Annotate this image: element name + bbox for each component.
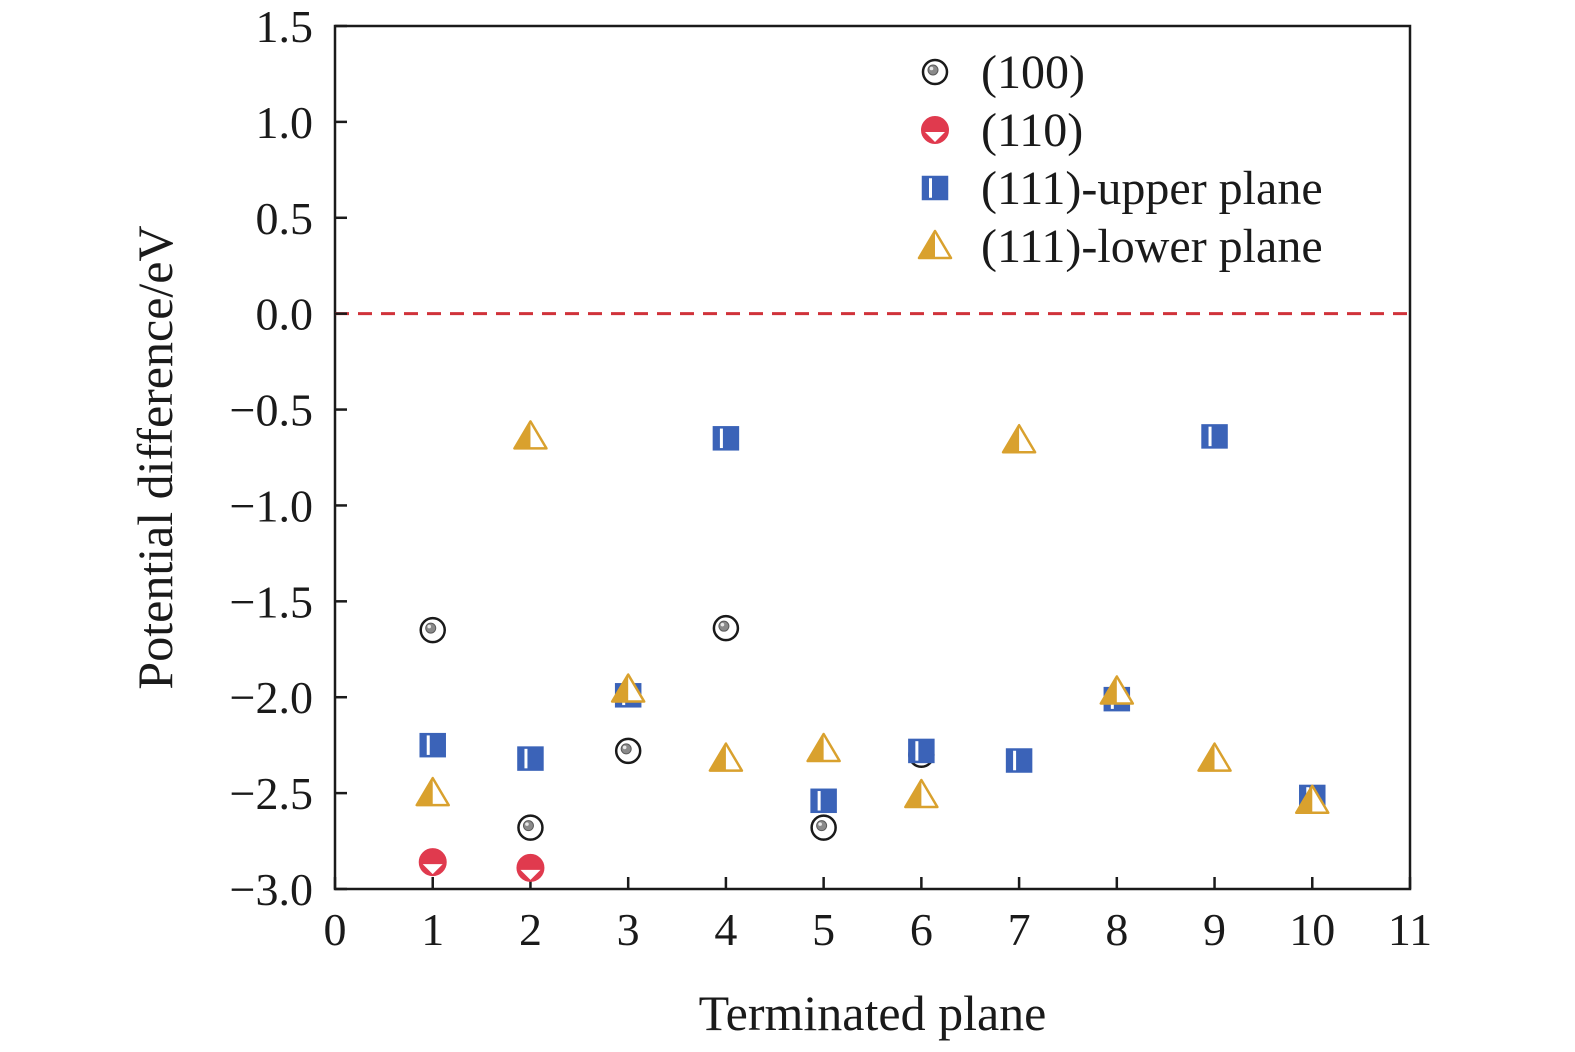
legend-label: (100) bbox=[981, 46, 1085, 99]
series-3 bbox=[415, 420, 1330, 815]
y-tick-label: −2.5 bbox=[230, 768, 313, 819]
x-tick-label: 11 bbox=[1388, 904, 1432, 955]
legend-label: (111)-upper plane bbox=[981, 162, 1323, 215]
data-points bbox=[415, 420, 1330, 882]
data-point bbox=[415, 776, 450, 807]
y-tick-label: 1.0 bbox=[256, 97, 314, 148]
data-point bbox=[712, 426, 740, 451]
data-point bbox=[516, 853, 545, 882]
x-tick-label: 7 bbox=[1008, 904, 1031, 955]
data-point bbox=[1201, 424, 1228, 449]
data-point bbox=[810, 814, 837, 841]
y-tick-label: −2.0 bbox=[230, 672, 313, 723]
data-point bbox=[712, 614, 740, 642]
plot-frame bbox=[333, 24, 1412, 891]
data-point bbox=[1005, 748, 1033, 773]
data-point bbox=[904, 778, 939, 809]
x-tick-label: 8 bbox=[1105, 904, 1128, 955]
x-tick-label: 0 bbox=[324, 904, 347, 955]
y-tick-label: −1.0 bbox=[230, 480, 313, 531]
y-tick-label: 0.5 bbox=[256, 193, 314, 244]
x-tick-label: 2 bbox=[519, 904, 542, 955]
data-point bbox=[419, 616, 446, 644]
x-tick-label: 3 bbox=[617, 904, 640, 955]
x-tick-label: 5 bbox=[812, 904, 835, 955]
data-point bbox=[1001, 423, 1037, 454]
legend-label: (111)-lower plane bbox=[981, 220, 1323, 273]
legend-marker bbox=[921, 116, 949, 144]
legend-marker bbox=[921, 58, 949, 86]
data-point bbox=[614, 737, 642, 765]
x-tick-label: 6 bbox=[910, 904, 933, 955]
data-point bbox=[517, 814, 544, 841]
data-point bbox=[610, 673, 646, 703]
series-0 bbox=[419, 614, 935, 841]
data-point bbox=[419, 732, 446, 758]
data-point bbox=[1197, 742, 1232, 772]
data-point bbox=[708, 742, 744, 772]
y-tick-label: 0.0 bbox=[256, 289, 314, 340]
x-axis: 0 1 2 3 4 5 6 7 8 9 10 11 bbox=[324, 877, 1432, 955]
series-2 bbox=[419, 424, 1326, 814]
y-axis: 1.5 1.0 0.5 0.0 −0.5 −1.0 −1.5 −2.0 −2.5 −3.0 bbox=[230, 1, 347, 915]
data-point bbox=[1099, 675, 1135, 705]
y-tick-label: 1.5 bbox=[256, 1, 314, 52]
data-point bbox=[517, 746, 544, 771]
data-point bbox=[1295, 784, 1330, 815]
legend: (100)(110)(111)-upper plane(111)-lower p… bbox=[917, 46, 1323, 273]
x-axis-title: Terminated plane bbox=[699, 985, 1047, 1041]
x-tick-label: 10 bbox=[1289, 904, 1335, 955]
x-tick-label: 9 bbox=[1203, 904, 1226, 955]
plot-area bbox=[333, 24, 1412, 891]
data-point bbox=[908, 738, 935, 764]
legend-marker bbox=[917, 229, 953, 260]
series-1 bbox=[418, 848, 545, 882]
data-point bbox=[810, 788, 837, 814]
y-tick-label: −1.5 bbox=[230, 576, 313, 627]
x-tick-label: 4 bbox=[714, 904, 737, 955]
data-point bbox=[513, 420, 548, 450]
data-point bbox=[806, 732, 841, 763]
y-axis-title: Potential difference/eV bbox=[127, 225, 183, 689]
legend-marker bbox=[921, 175, 949, 201]
y-tick-label: −0.5 bbox=[230, 385, 313, 436]
data-point bbox=[418, 848, 447, 877]
y-tick-label: −3.0 bbox=[230, 864, 313, 915]
legend-label: (110) bbox=[981, 104, 1083, 157]
x-tick-label: 1 bbox=[421, 904, 444, 955]
